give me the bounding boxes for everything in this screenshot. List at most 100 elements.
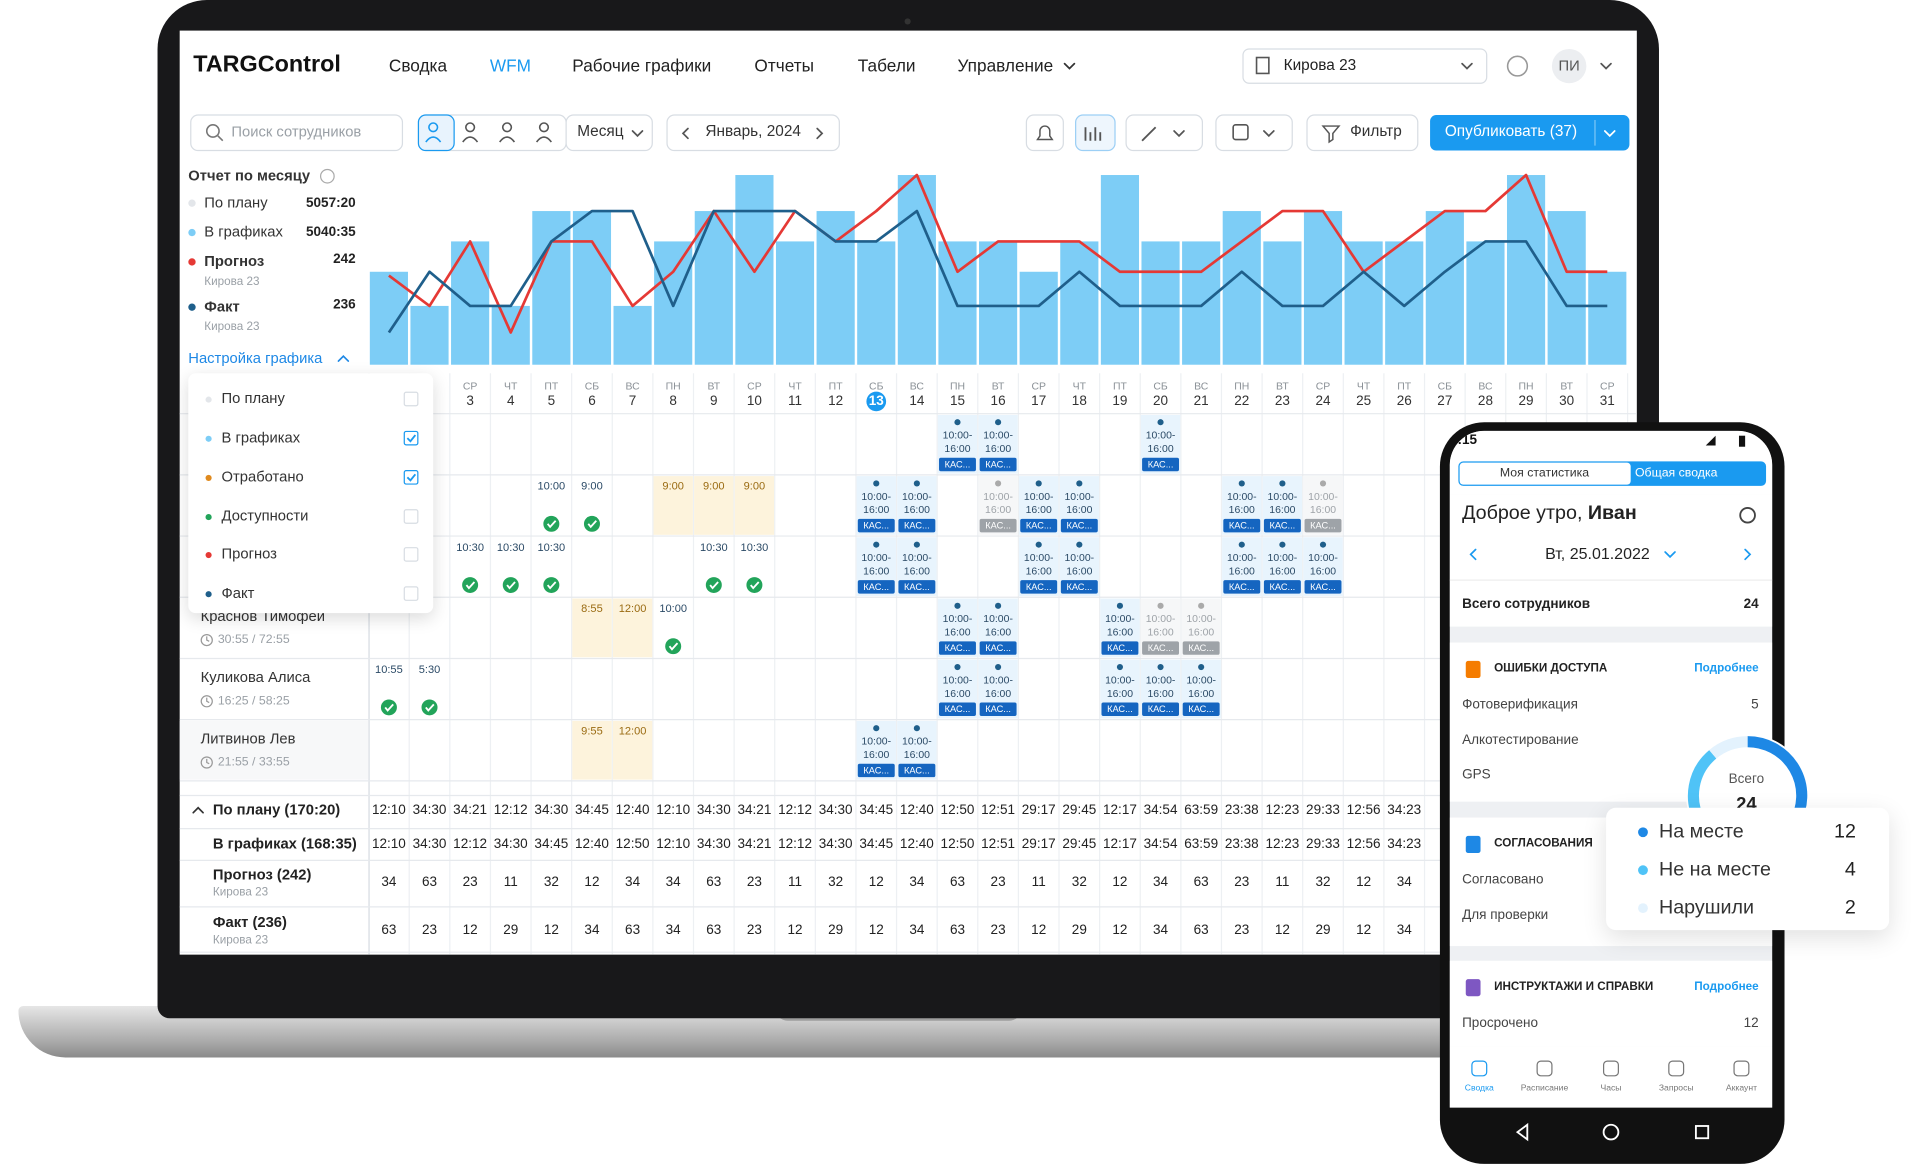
shift-end: 16:00 — [944, 687, 971, 700]
setting-checkbox[interactable] — [403, 391, 419, 407]
shift-start: 10:00- — [1186, 612, 1216, 625]
clock-in-time: 9:00 — [581, 479, 603, 493]
shift-start: 10:00- — [861, 489, 892, 503]
setting-label: Отработано — [221, 468, 304, 486]
laptop-screen: TARGControl Сводка WFM Рабочие графики Отчет… — [179, 30, 1637, 955]
tab-label[interactable]: Запросы — [1658, 1084, 1694, 1094]
chevron-icon — [192, 806, 204, 814]
setting-checkbox[interactable] — [403, 430, 419, 446]
late-cell — [612, 720, 653, 780]
nav-item[interactable]: Табели — [857, 55, 916, 76]
nav-item[interactable]: Сводка — [388, 55, 448, 76]
location[interactable]: Кирова 23 — [1283, 56, 1357, 74]
tab-label[interactable]: Аккаунт — [1725, 1084, 1758, 1094]
summary-value: 63:59 — [1184, 837, 1219, 852]
shift-start: 10:00- — [1226, 489, 1257, 503]
shift-start: 10:00- — [1105, 673, 1135, 686]
tab[interactable]: Общая сводка — [1634, 466, 1718, 481]
shift-end: 16:00 — [1066, 564, 1093, 577]
summary-value: 12:51 — [981, 802, 1016, 818]
shift-end: 16:00 — [863, 564, 890, 577]
summary-value: 63 — [949, 875, 966, 890]
summary-value: 11 — [1031, 875, 1046, 890]
summary-value: 29 — [828, 922, 844, 938]
chart-bar — [1303, 211, 1343, 365]
employee-name[interactable]: Куликова Алиса — [200, 668, 311, 686]
section-item: Согласовано — [1462, 872, 1544, 888]
shift-icon — [1076, 480, 1083, 487]
period[interactable]: Месяц — [577, 122, 624, 140]
section-link[interactable]: Подробнее — [1694, 661, 1759, 676]
day-number: 5 — [547, 394, 556, 409]
day-number: 22 — [1234, 394, 1250, 409]
section-icon — [1465, 979, 1481, 997]
day-number: 8 — [669, 394, 677, 409]
shift-role: КАС... — [1147, 458, 1174, 470]
summary-value: 34:30 — [493, 837, 528, 852]
shift-end: 16:00 — [1066, 503, 1093, 516]
check-badge — [421, 699, 438, 716]
chart-bar — [451, 241, 490, 365]
user-initials[interactable]: ПИ — [1558, 56, 1580, 74]
shift-role: КАС... — [944, 702, 971, 714]
summary-value: 12 — [868, 922, 884, 938]
filter[interactable]: Фильтр — [1350, 122, 1402, 140]
section-link[interactable]: Подробнее — [1694, 980, 1759, 994]
nav-item[interactable]: WFM — [489, 55, 531, 76]
nav-item[interactable]: Управление — [957, 55, 1054, 76]
weekday: СР — [1315, 379, 1331, 393]
clock-in-time: 12:00 — [618, 602, 647, 615]
date[interactable]: Вт, 25.01.2022 — [1545, 544, 1650, 563]
summary-value: 23 — [746, 875, 762, 890]
setting-checkbox[interactable] — [403, 547, 419, 562]
setting-checkbox[interactable] — [403, 586, 419, 601]
summary-value: 34:23 — [1387, 837, 1422, 852]
tab[interactable]: Моя статистика — [1499, 466, 1590, 481]
shift-end: 16:00 — [985, 442, 1012, 455]
shift-end: 16:00 — [1309, 503, 1337, 516]
summary-value: 12:12 — [493, 802, 528, 818]
search-icon — [205, 124, 220, 138]
summary-value: 12:12 — [453, 837, 488, 852]
shift-start: 10:00- — [942, 612, 973, 625]
report-title: Отчет по месяцу — [188, 166, 311, 185]
shift-role-tag — [1101, 641, 1139, 655]
nav-item[interactable]: Отчеты — [754, 55, 814, 76]
legend-dot — [205, 513, 212, 520]
employee-name[interactable]: Литвинов Лев — [200, 729, 296, 748]
month[interactable]: Январь, 2024 — [705, 122, 801, 140]
summary-value: 12 — [868, 875, 884, 890]
setting-checkbox[interactable] — [403, 509, 419, 524]
donut-label: Всего — [1728, 772, 1765, 787]
chart-bar — [1019, 271, 1058, 365]
building-icon — [1255, 56, 1270, 75]
summary-value: 63 — [1193, 922, 1209, 938]
tab-label[interactable]: Расписание — [1520, 1084, 1569, 1094]
shift-start: 10:00- — [983, 612, 1013, 625]
summary-label: Факт (236) — [212, 913, 287, 931]
view-icon — [538, 122, 550, 133]
clock-in-time: 9:00 — [703, 479, 725, 493]
shift-icon — [995, 663, 1002, 671]
summary-value: 12:17 — [1102, 837, 1137, 852]
setting-checkbox[interactable] — [403, 469, 419, 485]
nav-item[interactable]: Рабочие графики — [572, 55, 712, 76]
shift-end: 16:00 — [1147, 442, 1174, 455]
setting-label: По плану — [221, 389, 285, 407]
check-badge — [380, 699, 397, 716]
tab-label[interactable]: Часы — [1600, 1084, 1622, 1094]
publish[interactable]: Опубликовать (37) — [1444, 122, 1578, 140]
stat-dot — [188, 258, 196, 266]
chevron-icon — [1063, 62, 1076, 70]
summary-sub: Кирова 23 — [212, 933, 269, 948]
settings-toggle[interactable]: Настройка графика — [188, 349, 323, 367]
tab-label[interactable]: Сводка — [1464, 1084, 1494, 1094]
shift-end: 16:00 — [903, 503, 930, 516]
shift-start: 10:00- — [861, 551, 892, 564]
checkmark — [406, 473, 417, 482]
legend-value: 2 — [1844, 897, 1856, 919]
search-placeholder[interactable]: Поиск сотрудников — [231, 122, 362, 141]
chart-bar — [1263, 241, 1302, 365]
summary-value: 12:10 — [656, 837, 691, 852]
shift-role-tag — [1142, 641, 1180, 655]
